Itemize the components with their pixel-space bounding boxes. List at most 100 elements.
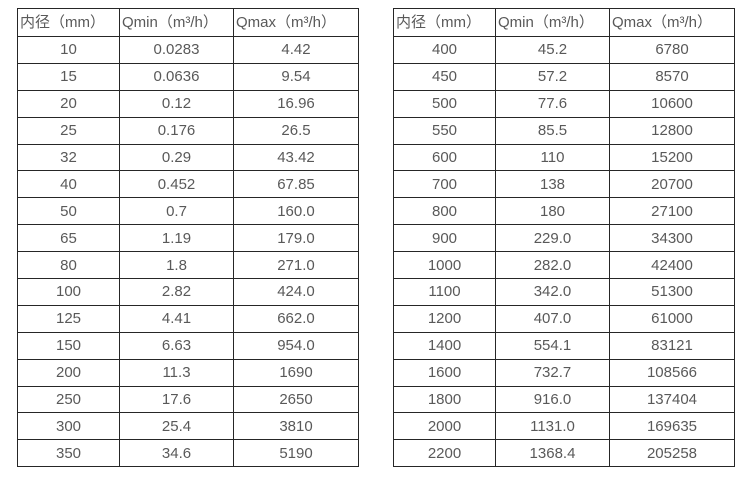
table-cell: 180 bbox=[495, 197, 610, 226]
table-cell: 450 bbox=[393, 62, 496, 91]
table-cell: 169635 bbox=[609, 412, 735, 441]
table-cell: 0.7 bbox=[119, 197, 234, 226]
table-cell: 3810 bbox=[233, 412, 359, 441]
table-row: 125 4.41 662.0 bbox=[17, 304, 359, 333]
table-cell: 11.3 bbox=[119, 358, 234, 387]
table-cell: 1400 bbox=[393, 331, 496, 360]
table-cell: 271.0 bbox=[233, 251, 359, 280]
table-cell: 407.0 bbox=[495, 304, 610, 333]
table-cell: 20 bbox=[17, 89, 120, 118]
table-cell: 662.0 bbox=[233, 304, 359, 333]
table-row: 1400 554.1 83121 bbox=[393, 331, 735, 360]
table-row: 800 180 27100 bbox=[393, 197, 735, 226]
table-cell: 179.0 bbox=[233, 224, 359, 253]
table-cell: 108566 bbox=[609, 358, 735, 387]
table-row: 200 11.3 1690 bbox=[17, 358, 359, 387]
table-cell: 32 bbox=[17, 143, 120, 172]
table-cell: 45.2 bbox=[495, 36, 610, 64]
table-row: 450 57.2 8570 bbox=[393, 62, 735, 91]
table-cell: 77.6 bbox=[495, 89, 610, 118]
table-cell: 800 bbox=[393, 197, 496, 226]
table-cell: 1600 bbox=[393, 358, 496, 387]
flow-spec-table-right: 内径（mm） Qmin（m³/h） Qmax（m³/h） 400 45.2 6780 45… bbox=[393, 8, 735, 468]
table-cell: 732.7 bbox=[495, 358, 610, 387]
table-cell: 34300 bbox=[609, 224, 735, 253]
table-cell: 342.0 bbox=[495, 278, 610, 306]
table-row: 300 25.4 3810 bbox=[17, 412, 359, 441]
table-cell: 1368.4 bbox=[495, 439, 610, 468]
table-cell: 137404 bbox=[609, 385, 735, 414]
table-row: 100 2.82 424.0 bbox=[17, 278, 359, 306]
table-cell: 1.19 bbox=[119, 224, 234, 253]
table-row: 550 85.5 12800 bbox=[393, 116, 735, 145]
table-cell: 5190 bbox=[233, 439, 359, 468]
table-cell: 85.5 bbox=[495, 116, 610, 145]
table-cell: 1100 bbox=[393, 278, 496, 306]
table-row: 25 0.176 26.5 bbox=[17, 116, 359, 145]
table-cell: 9.54 bbox=[233, 62, 359, 91]
table-row: 1200 407.0 61000 bbox=[393, 304, 735, 333]
table-cell: 15 bbox=[17, 62, 120, 91]
table-cell: 0.176 bbox=[119, 116, 234, 145]
table-cell: 25.4 bbox=[119, 412, 234, 441]
table-cell: 0.452 bbox=[119, 170, 234, 199]
table-cell: 0.12 bbox=[119, 89, 234, 118]
table-cell: 16.96 bbox=[233, 89, 359, 118]
column-header: Qmax（m³/h） bbox=[609, 8, 735, 37]
table-cell: 6780 bbox=[609, 36, 735, 64]
table-row: 50 0.7 160.0 bbox=[17, 197, 359, 226]
table-cell: 550 bbox=[393, 116, 496, 145]
table-row: 20 0.12 16.96 bbox=[17, 89, 359, 118]
table-cell: 8570 bbox=[609, 62, 735, 91]
table-cell: 10600 bbox=[609, 89, 735, 118]
table-cell: 20700 bbox=[609, 170, 735, 199]
table-cell: 1.8 bbox=[119, 251, 234, 280]
column-header: Qmin（m³/h） bbox=[119, 8, 234, 37]
column-header: Qmax（m³/h） bbox=[233, 8, 359, 37]
table-row: 250 17.6 2650 bbox=[17, 385, 359, 414]
table-cell: 10 bbox=[17, 36, 120, 64]
table-cell: 4.41 bbox=[119, 304, 234, 333]
table-row: 350 34.6 5190 bbox=[17, 439, 359, 468]
table-cell: 0.0283 bbox=[119, 36, 234, 64]
table-cell: 50 bbox=[17, 197, 120, 226]
table-cell: 2650 bbox=[233, 385, 359, 414]
table-cell: 125 bbox=[17, 304, 120, 333]
table-row: 500 77.6 10600 bbox=[393, 89, 735, 118]
table-cell: 34.6 bbox=[119, 439, 234, 468]
table-row: 600 110 15200 bbox=[393, 143, 735, 172]
table-row: 400 45.2 6780 bbox=[393, 36, 735, 64]
flow-spec-table-left: 内径（mm） Qmin（m³/h） Qmax（m³/h） 10 0.0283 4.42 1… bbox=[17, 8, 359, 468]
table-cell: 160.0 bbox=[233, 197, 359, 226]
table-cell: 500 bbox=[393, 89, 496, 118]
table-cell: 6.63 bbox=[119, 331, 234, 360]
table-body-left: 10 0.0283 4.42 15 0.0636 9.54 20 0.12 16.96 25 0.1… bbox=[17, 36, 359, 468]
table-cell: 150 bbox=[17, 331, 120, 360]
table-cell: 2200 bbox=[393, 439, 496, 468]
table-cell: 61000 bbox=[609, 304, 735, 333]
table-row: 2200 1368.4 205258 bbox=[393, 439, 735, 468]
table-body-right: 400 45.2 6780 450 57.2 8570 500 77.6 10600 550 85.… bbox=[393, 36, 735, 468]
table-header-row-left: 内径（mm） Qmin（m³/h） Qmax（m³/h） bbox=[17, 8, 359, 37]
table-row: 900 229.0 34300 bbox=[393, 224, 735, 253]
tables-wrap: 内径（mm） Qmin（m³/h） Qmax（m³/h） 10 0.0283 4.42 1… bbox=[17, 8, 735, 468]
table-cell: 26.5 bbox=[233, 116, 359, 145]
table-cell: 424.0 bbox=[233, 278, 359, 306]
table-cell: 200 bbox=[17, 358, 120, 387]
table-row: 150 6.63 954.0 bbox=[17, 331, 359, 360]
table-cell: 12800 bbox=[609, 116, 735, 145]
table-cell: 1000 bbox=[393, 251, 496, 280]
table-row: 1800 916.0 137404 bbox=[393, 385, 735, 414]
column-header: 内径（mm） bbox=[17, 8, 120, 37]
table-row: 40 0.452 67.85 bbox=[17, 170, 359, 199]
table-row: 1600 732.7 108566 bbox=[393, 358, 735, 387]
table-cell: 1131.0 bbox=[495, 412, 610, 441]
table-cell: 65 bbox=[17, 224, 120, 253]
table-cell: 57.2 bbox=[495, 62, 610, 91]
table-cell: 1800 bbox=[393, 385, 496, 414]
table-cell: 138 bbox=[495, 170, 610, 199]
table-cell: 400 bbox=[393, 36, 496, 64]
table-cell: 229.0 bbox=[495, 224, 610, 253]
column-header: Qmin（m³/h） bbox=[495, 8, 610, 37]
